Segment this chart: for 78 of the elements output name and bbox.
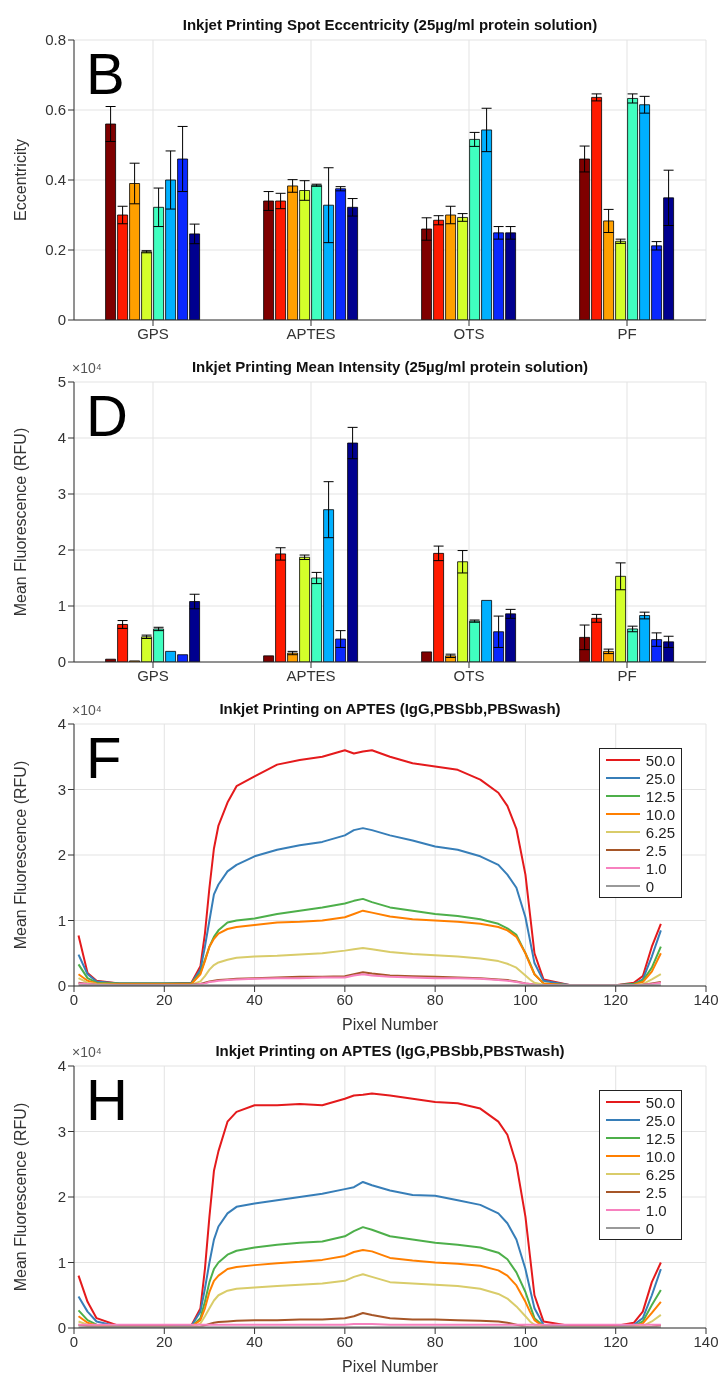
- x-tick-label: 0: [69, 990, 79, 1008]
- x-tick-label: 120: [603, 1332, 629, 1350]
- x-tick-label: 60: [336, 1332, 354, 1350]
- chart-title: Inkjet Printing Spot Eccentricity (25µg/ml protein solution): [181, 16, 599, 33]
- y-tick-label: 3: [57, 485, 66, 503]
- y-tick-label: 4: [57, 429, 66, 447]
- x-tick-label: APTES: [286, 324, 336, 342]
- x-tick-label: OTS: [453, 666, 485, 684]
- legend-label: 25.0: [645, 769, 675, 787]
- legend-label: 6.25: [645, 823, 675, 841]
- legend-label: 50.0: [645, 1093, 675, 1111]
- x-axis-title: Pixel Number: [341, 1358, 439, 1375]
- y-tick-label: 4: [57, 715, 66, 733]
- legend-label: 6.25: [645, 1165, 675, 1183]
- x-tick-label: 140: [693, 990, 719, 1008]
- y-axis-title: Mean Fluorescence (RFU): [11, 760, 29, 950]
- y-tick-label: 0: [57, 311, 66, 329]
- y-tick-label: 0: [57, 977, 66, 995]
- legend-label: 0: [645, 1219, 655, 1237]
- y-tick-label: 4: [57, 1057, 66, 1075]
- y-tick-label: 0.6: [45, 101, 66, 119]
- y-axis-title: Mean Fluorescence (RFU): [11, 1102, 29, 1292]
- x-tick-label: PF: [617, 666, 637, 684]
- x-tick-label: 120: [603, 990, 629, 1008]
- x-axis-title: Pixel Number: [341, 1016, 439, 1033]
- text: ×10⁴: [72, 1044, 102, 1060]
- y-tick-label: 2: [57, 1188, 66, 1206]
- annotation: F: [86, 725, 122, 790]
- y-tick-label: 2: [57, 541, 66, 559]
- chart-title: Inkjet Printing on APTES (IgG,PBSbb,PBSTwash): [215, 1042, 565, 1059]
- y-tick-label: 1: [57, 1253, 66, 1271]
- legend-label: 1.0: [645, 1201, 667, 1219]
- y-axis-title: Eccentricity: [11, 139, 29, 221]
- text: ×10⁴: [72, 702, 102, 718]
- x-tick-label: GPS: [137, 666, 169, 684]
- text: ×10⁴: [72, 360, 102, 376]
- x-tick-label: 100: [512, 990, 538, 1008]
- x-tick-label: 40: [246, 990, 263, 1008]
- annotation: H: [86, 1067, 128, 1132]
- legend-label: 12.5: [645, 787, 675, 805]
- legend-label: 2.5: [645, 1183, 667, 1201]
- y-axis-title: Mean Fluorescence (RFU): [11, 427, 29, 617]
- y-tick-label: 0.4: [45, 171, 66, 189]
- x-tick-label: 100: [512, 1332, 538, 1350]
- y-tick-label: 1: [57, 911, 66, 929]
- legend-label: 2.5: [645, 841, 667, 859]
- x-tick-label: OTS: [453, 324, 485, 342]
- chart-title: Inkjet Printing on APTES (IgG,PBSbb,PBSwash): [219, 700, 561, 717]
- annotation: B: [86, 41, 125, 106]
- x-tick-label: 20: [155, 1332, 173, 1350]
- legend-label: 0: [645, 877, 655, 895]
- legend-label: 10.0: [645, 805, 675, 823]
- annotation: D: [86, 383, 128, 448]
- chart-title: Inkjet Printing Mean Intensity (25µg/ml protein solution): [191, 358, 589, 375]
- x-tick-label: PF: [617, 324, 637, 342]
- x-tick-label: APTES: [286, 666, 336, 684]
- x-tick-label: 80: [426, 990, 444, 1008]
- legend-label: 50.0: [645, 751, 675, 769]
- x-tick-label: 60: [336, 990, 354, 1008]
- y-tick-label: 3: [57, 1122, 66, 1140]
- x-tick-label: GPS: [137, 324, 169, 342]
- y-tick-label: 5: [57, 373, 66, 391]
- x-tick-label: 140: [693, 1332, 719, 1350]
- x-tick-label: 20: [155, 990, 173, 1008]
- y-tick-label: 0: [57, 1319, 66, 1337]
- y-tick-label: 0.2: [45, 241, 66, 259]
- y-tick-label: 2: [57, 846, 66, 864]
- x-tick-label: 40: [246, 1332, 263, 1350]
- legend-label: 10.0: [645, 1147, 675, 1165]
- y-tick-label: 0: [57, 653, 66, 671]
- y-tick-label: 3: [57, 780, 66, 798]
- y-tick-label: 1: [57, 597, 66, 615]
- x-tick-label: 80: [426, 1332, 444, 1350]
- legend-label: 25.0: [645, 1111, 675, 1129]
- legend-label: 12.5: [645, 1129, 675, 1147]
- legend-label: 1.0: [645, 859, 667, 877]
- x-tick-label: 0: [69, 1332, 79, 1350]
- y-tick-label: 0.8: [45, 31, 66, 49]
